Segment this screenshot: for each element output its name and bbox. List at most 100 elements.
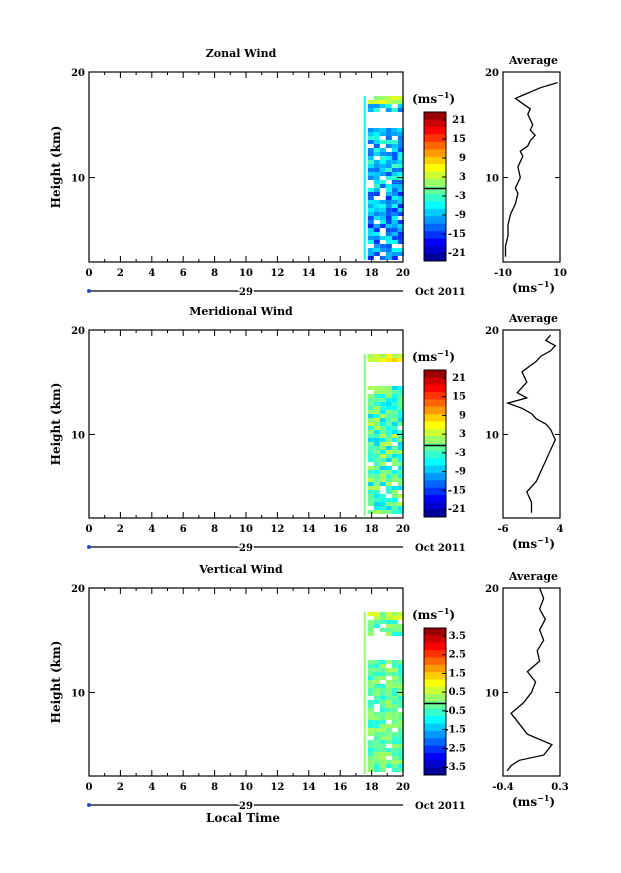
- y-tick-label: 10: [71, 430, 85, 441]
- colorbar-cell: [424, 156, 446, 165]
- plot-frame: [88, 329, 404, 519]
- colorbar-cell: [424, 657, 446, 666]
- x-tick-label: 4: [148, 782, 155, 793]
- date-month-label: Oct 2011: [415, 287, 466, 298]
- x-tick-label: 6: [180, 268, 187, 279]
- colorbar-cell: [424, 134, 446, 143]
- x-tick-label: 8: [211, 524, 218, 535]
- colorbar-cell: [424, 208, 446, 217]
- colorbar-cell: [424, 694, 446, 702]
- x-tick-label: 16: [333, 524, 347, 535]
- colorbar-cell: [424, 186, 446, 195]
- x-tick-label: 20: [396, 782, 410, 793]
- colorbar-tick-label: 15: [452, 134, 466, 145]
- panel-3: Vertical Wind 0 2 4 6 8 10 12 14 16 18 20 10 20 Height…: [49, 563, 569, 825]
- date-axis-marker: [87, 545, 91, 549]
- x-tick-label: 14: [302, 782, 316, 793]
- x-tick-label: 4: [148, 268, 155, 279]
- x-tick-label: 4: [148, 524, 155, 535]
- colorbar-cell: [424, 672, 446, 680]
- heatmap-cells: [363, 354, 404, 516]
- x-tick-label: 10: [239, 782, 253, 793]
- colorbar-unit: (ms−1): [412, 606, 455, 622]
- colorbar-cell: [424, 406, 446, 415]
- colorbar-cell: [424, 414, 446, 422]
- colorbar-cell: [424, 231, 446, 240]
- x-tick-label: 2: [117, 782, 124, 793]
- data-strip: [363, 96, 366, 260]
- colorbar-cell: [424, 238, 446, 247]
- colorbar-cell: [424, 752, 446, 761]
- colorbar-cell: [424, 730, 446, 739]
- colorbar-cell: [424, 502, 446, 511]
- colorbar-cell: [424, 679, 446, 688]
- average-x-tick-label: 0.3: [551, 782, 568, 793]
- average-frame: [502, 329, 561, 519]
- colorbar-cell: [424, 686, 446, 695]
- average-y-tick-label: 20: [485, 326, 499, 337]
- colorbar-tick-label: 9: [459, 410, 466, 421]
- average-x-tick-label: -10: [494, 268, 512, 279]
- colorbar-cell: [424, 650, 446, 658]
- x-tick-label: 2: [117, 268, 124, 279]
- colorbar-tick-label: 1.5: [449, 668, 466, 679]
- average-profile-line: [505, 334, 557, 513]
- average-x-tick-label: 4: [557, 524, 564, 535]
- x-tick-label: 18: [365, 268, 379, 279]
- colorbar-cell: [424, 179, 446, 187]
- panel-1: Zonal Wind 0 2 4 6 8 10 12 14 16 18 20 10 20 Height (k…: [49, 47, 567, 300]
- colorbar-cell: [424, 642, 446, 651]
- x-tick-label: 12: [270, 782, 284, 793]
- colorbar-frame: [423, 111, 447, 262]
- colorbar-cell: [424, 126, 446, 135]
- y-tick-label: 20: [71, 68, 85, 79]
- colorbar-cell: [424, 509, 446, 518]
- average-title: Average: [508, 570, 558, 583]
- colorbar-cell: [424, 201, 446, 210]
- colorbar-cell: [424, 112, 446, 120]
- colorbar-cell: [424, 392, 446, 400]
- colorbar-tick-label: 0.5: [449, 687, 466, 698]
- colorbar-tick-label: -9: [455, 210, 466, 221]
- x-tick-label: 8: [211, 268, 218, 279]
- plot-frame: [88, 71, 404, 263]
- colorbar-tick-label: -15: [448, 229, 466, 240]
- colorbar-tick-label: -1.5: [444, 725, 466, 736]
- colorbar-cell: [424, 253, 446, 262]
- colorbar-cell: [424, 767, 446, 776]
- y-axis-label: Height (km): [49, 383, 63, 466]
- x-tick-label: 10: [239, 524, 253, 535]
- colorbar-cell: [424, 458, 446, 467]
- colorbar-cell: [424, 399, 446, 408]
- panel-title: Zonal Wind: [206, 47, 277, 60]
- colorbar-cell: [424, 628, 446, 636]
- y-tick-label: 20: [71, 584, 85, 595]
- average-y-tick-label: 10: [485, 688, 499, 699]
- colorbar-cell: [424, 716, 446, 725]
- x-tick-label: 20: [396, 268, 410, 279]
- average-title: Average: [508, 54, 558, 67]
- colorbar-tick-label: 21: [452, 373, 466, 384]
- colorbar-cell: [424, 443, 446, 452]
- colorbar-tick-label: -2.5: [444, 743, 466, 754]
- average-unit-label: (ms−1): [512, 279, 555, 295]
- x-tick-label: 8: [211, 782, 218, 793]
- colorbar-unit: (ms−1): [412, 348, 455, 364]
- colorbar-cell: [424, 141, 446, 150]
- colorbar-cell: [424, 436, 446, 444]
- x-tick-label: 12: [270, 524, 284, 535]
- average-x-tick-label: -6: [497, 524, 508, 535]
- x-tick-label: 12: [270, 268, 284, 279]
- date-axis-marker: [87, 803, 91, 807]
- colorbar-cell: [424, 428, 446, 437]
- colorbar-tick-label: -3: [455, 191, 466, 202]
- average-title: Average: [508, 312, 558, 325]
- colorbar-unit: (ms−1): [412, 90, 455, 106]
- panel-title: Vertical Wind: [198, 563, 283, 576]
- date-day-label: 29: [239, 543, 253, 554]
- colorbar-cell: [424, 708, 446, 717]
- y-axis-label: Height (km): [49, 126, 63, 209]
- x-tick-label: 18: [365, 782, 379, 793]
- colorbar-cell: [424, 664, 446, 673]
